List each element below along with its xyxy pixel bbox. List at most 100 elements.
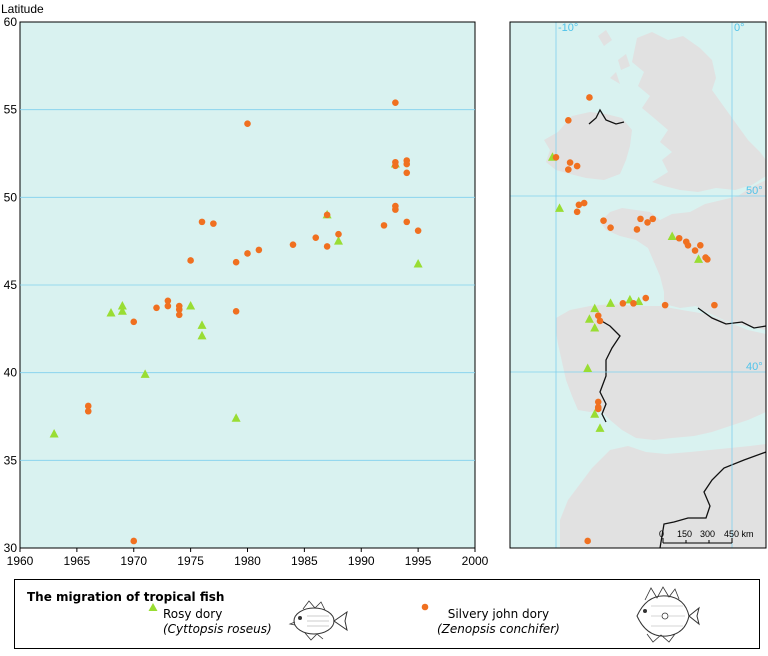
rosy-dory-map-point (590, 323, 600, 332)
rosy-dory-point (197, 330, 207, 340)
rosy-dory-map-point (606, 298, 616, 307)
horizontal-gridlines (20, 109, 475, 461)
silvery-john-dory-point (244, 120, 251, 127)
y-tick-label: 35 (4, 453, 18, 467)
x-tick-label: 1970 (120, 554, 147, 568)
silvery-john-dory-point (323, 211, 331, 219)
silvery-john-dory-point (392, 99, 399, 106)
x-tick-label: 1975 (177, 554, 204, 568)
silvery-john-dory-map-point (607, 224, 614, 231)
silvery-john-dory-map-point (573, 208, 581, 216)
silvery-john-dory-map-point (633, 226, 641, 233)
rosy-dory-point (117, 306, 127, 315)
silvery-john-dory-map-point (637, 215, 644, 223)
silvery-john-dory-point (84, 402, 92, 410)
silvery-john-dory-point (414, 227, 422, 234)
silvery-john-dory-map-point (691, 247, 699, 254)
scale-bar: 0 150 300 450 km (659, 529, 754, 544)
silvery-john-dory-point (84, 407, 92, 415)
silvery-john-dory-point (130, 537, 138, 545)
y-tick-label: 30 (4, 541, 18, 555)
y-tick-label: 45 (4, 278, 18, 292)
silvery-john-dory-map-point (630, 300, 637, 307)
ireland-landmass (544, 112, 632, 180)
rosy-dory-map-point (584, 314, 594, 323)
country-borders (588, 108, 766, 548)
silvery-john-dory-point (130, 318, 138, 326)
silvery-john-dory-map-point (644, 219, 651, 226)
legend-silvery-john-dory-latin: (Zenopsis conchifer) (437, 622, 560, 636)
x-tick-label: 1995 (405, 554, 432, 568)
rosy-dory-point (106, 308, 116, 317)
silvery-john-dory-point (392, 206, 399, 213)
silvery-john-dory-marker-icon (421, 603, 429, 611)
legend-rosy-dory-name: Rosy dory (163, 607, 223, 621)
silvery-john-dory-point (392, 162, 399, 170)
silvery-john-dory-point (289, 241, 297, 248)
rosy-dory-map-point (590, 409, 600, 418)
scatter-points (49, 99, 423, 545)
silvery-john-dory-map-point (580, 199, 588, 207)
great-britain-landmass (632, 32, 766, 192)
silvery-john-dory-point (255, 246, 263, 254)
scale-label-0: 0 (659, 529, 664, 539)
rosy-dory-point (140, 369, 150, 378)
silvery-john-dory-map-point (675, 234, 683, 242)
silvery-john-dory-point (175, 311, 183, 319)
rosy-dory-map-point (667, 231, 677, 240)
scale-label-450km: 450 km (724, 529, 754, 539)
rosy-dory-marker-icon (148, 603, 158, 611)
legend: The migration of tropical fish Rosy dory… (14, 579, 760, 649)
y-axis-label: Latitude (1, 2, 44, 16)
legend-item-silvery-john-dory: Silvery john dory (Zenopsis conchifer) (437, 607, 560, 637)
silvery-john-dory-map-point (566, 159, 574, 166)
y-tick-label: 60 (4, 15, 18, 29)
rosy-dory-fish-icon (288, 600, 348, 641)
y-tick-label: 40 (4, 366, 18, 380)
rosy-dory-map-point (590, 303, 600, 313)
longitude-label-minus-10: -10° (558, 22, 578, 34)
rosy-dory-point (186, 301, 196, 310)
graticule (510, 22, 766, 548)
silvery-john-dory-point (153, 304, 160, 312)
silvery-john-dory-map-point (565, 117, 572, 124)
silvery-john-dory-map-point (594, 398, 602, 406)
x-axis-ticks: 1960 1965 1970 1975 1980 1985 1990 1995 2000 (7, 548, 489, 568)
scale-label-150: 150 (677, 529, 692, 539)
silvery-john-dory-map-point (594, 405, 602, 413)
latitude-by-year-scatter-chart: 1960 1965 1970 1975 1980 1985 1990 1995 2000 303… (1, 2, 489, 568)
silvery-john-dory-map-point (704, 256, 711, 263)
silvery-john-dory-map-point (661, 301, 669, 309)
rosy-dory-point (117, 301, 127, 310)
latitude-label-50: 50° (746, 185, 763, 197)
map-points (547, 94, 718, 545)
silvery-john-dory-map-point (600, 217, 607, 224)
x-tick-label: 1980 (234, 554, 261, 568)
silvery-john-dory-map-point (619, 300, 627, 307)
rosy-dory-map-point (694, 254, 704, 263)
rosy-dory-map-point (555, 203, 565, 212)
silvery-john-dory-point (232, 308, 240, 315)
legend-title: The migration of tropical fish (27, 590, 225, 604)
silvery-john-dory-point (403, 218, 411, 226)
silvery-john-dory-map-point (575, 201, 583, 209)
silvery-john-dory-point (187, 257, 194, 264)
x-tick-label: 1965 (64, 554, 91, 568)
legend-rosy-dory-latin: (Cyttopsis roseus) (163, 622, 272, 636)
silvery-john-dory-map-point (552, 153, 560, 161)
silvery-john-dory-map-point (642, 294, 650, 302)
y-tick-label: 55 (4, 103, 18, 117)
john-dory-fish-icon (636, 586, 700, 643)
silvery-john-dory-map-point (649, 215, 657, 223)
silvery-john-dory-map-point (565, 166, 572, 173)
rosy-dory-point (197, 320, 207, 329)
europe-coast-map: -10° 0° 50° 40° 0 150 300 450 km (509, 21, 767, 549)
legend-silvery-john-dory-name: Silvery john dory (447, 607, 550, 621)
silvery-john-dory-point (244, 250, 251, 257)
y-tick-label: 50 (4, 190, 18, 204)
silvery-john-dory-map-point (711, 301, 718, 309)
rosy-dory-map-point (595, 423, 605, 432)
silvery-john-dory-point (232, 258, 240, 266)
rosy-dory-point (231, 413, 241, 422)
north-africa-landmass (560, 444, 766, 548)
